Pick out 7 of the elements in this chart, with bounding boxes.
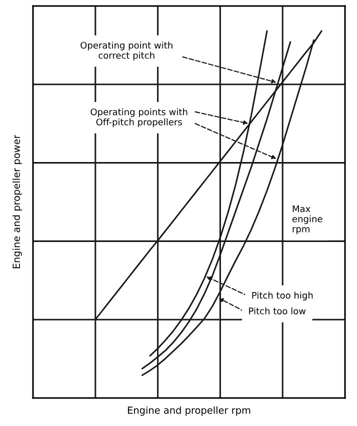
annotation: Operating points with Off-pitch propellers xyxy=(90,108,188,128)
x-axis-title: Engine and propeller rpm xyxy=(128,406,250,416)
y-axis-title: Engine and propeller power xyxy=(12,134,22,268)
annotation: Operating point with correct pitch xyxy=(80,42,172,61)
annotation: Pitch too high xyxy=(252,292,313,300)
annotation: Max engine rpm xyxy=(292,205,322,234)
annotation: Pitch too low xyxy=(249,307,306,314)
